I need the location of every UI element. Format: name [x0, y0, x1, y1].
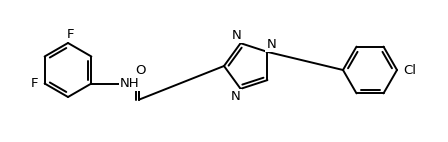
Text: NH: NH	[120, 77, 139, 90]
Text: N: N	[267, 38, 276, 51]
Text: N: N	[231, 90, 241, 103]
Text: Cl: Cl	[404, 63, 417, 77]
Text: F: F	[66, 28, 74, 40]
Text: F: F	[31, 77, 39, 90]
Text: N: N	[232, 29, 241, 42]
Text: O: O	[135, 64, 146, 77]
